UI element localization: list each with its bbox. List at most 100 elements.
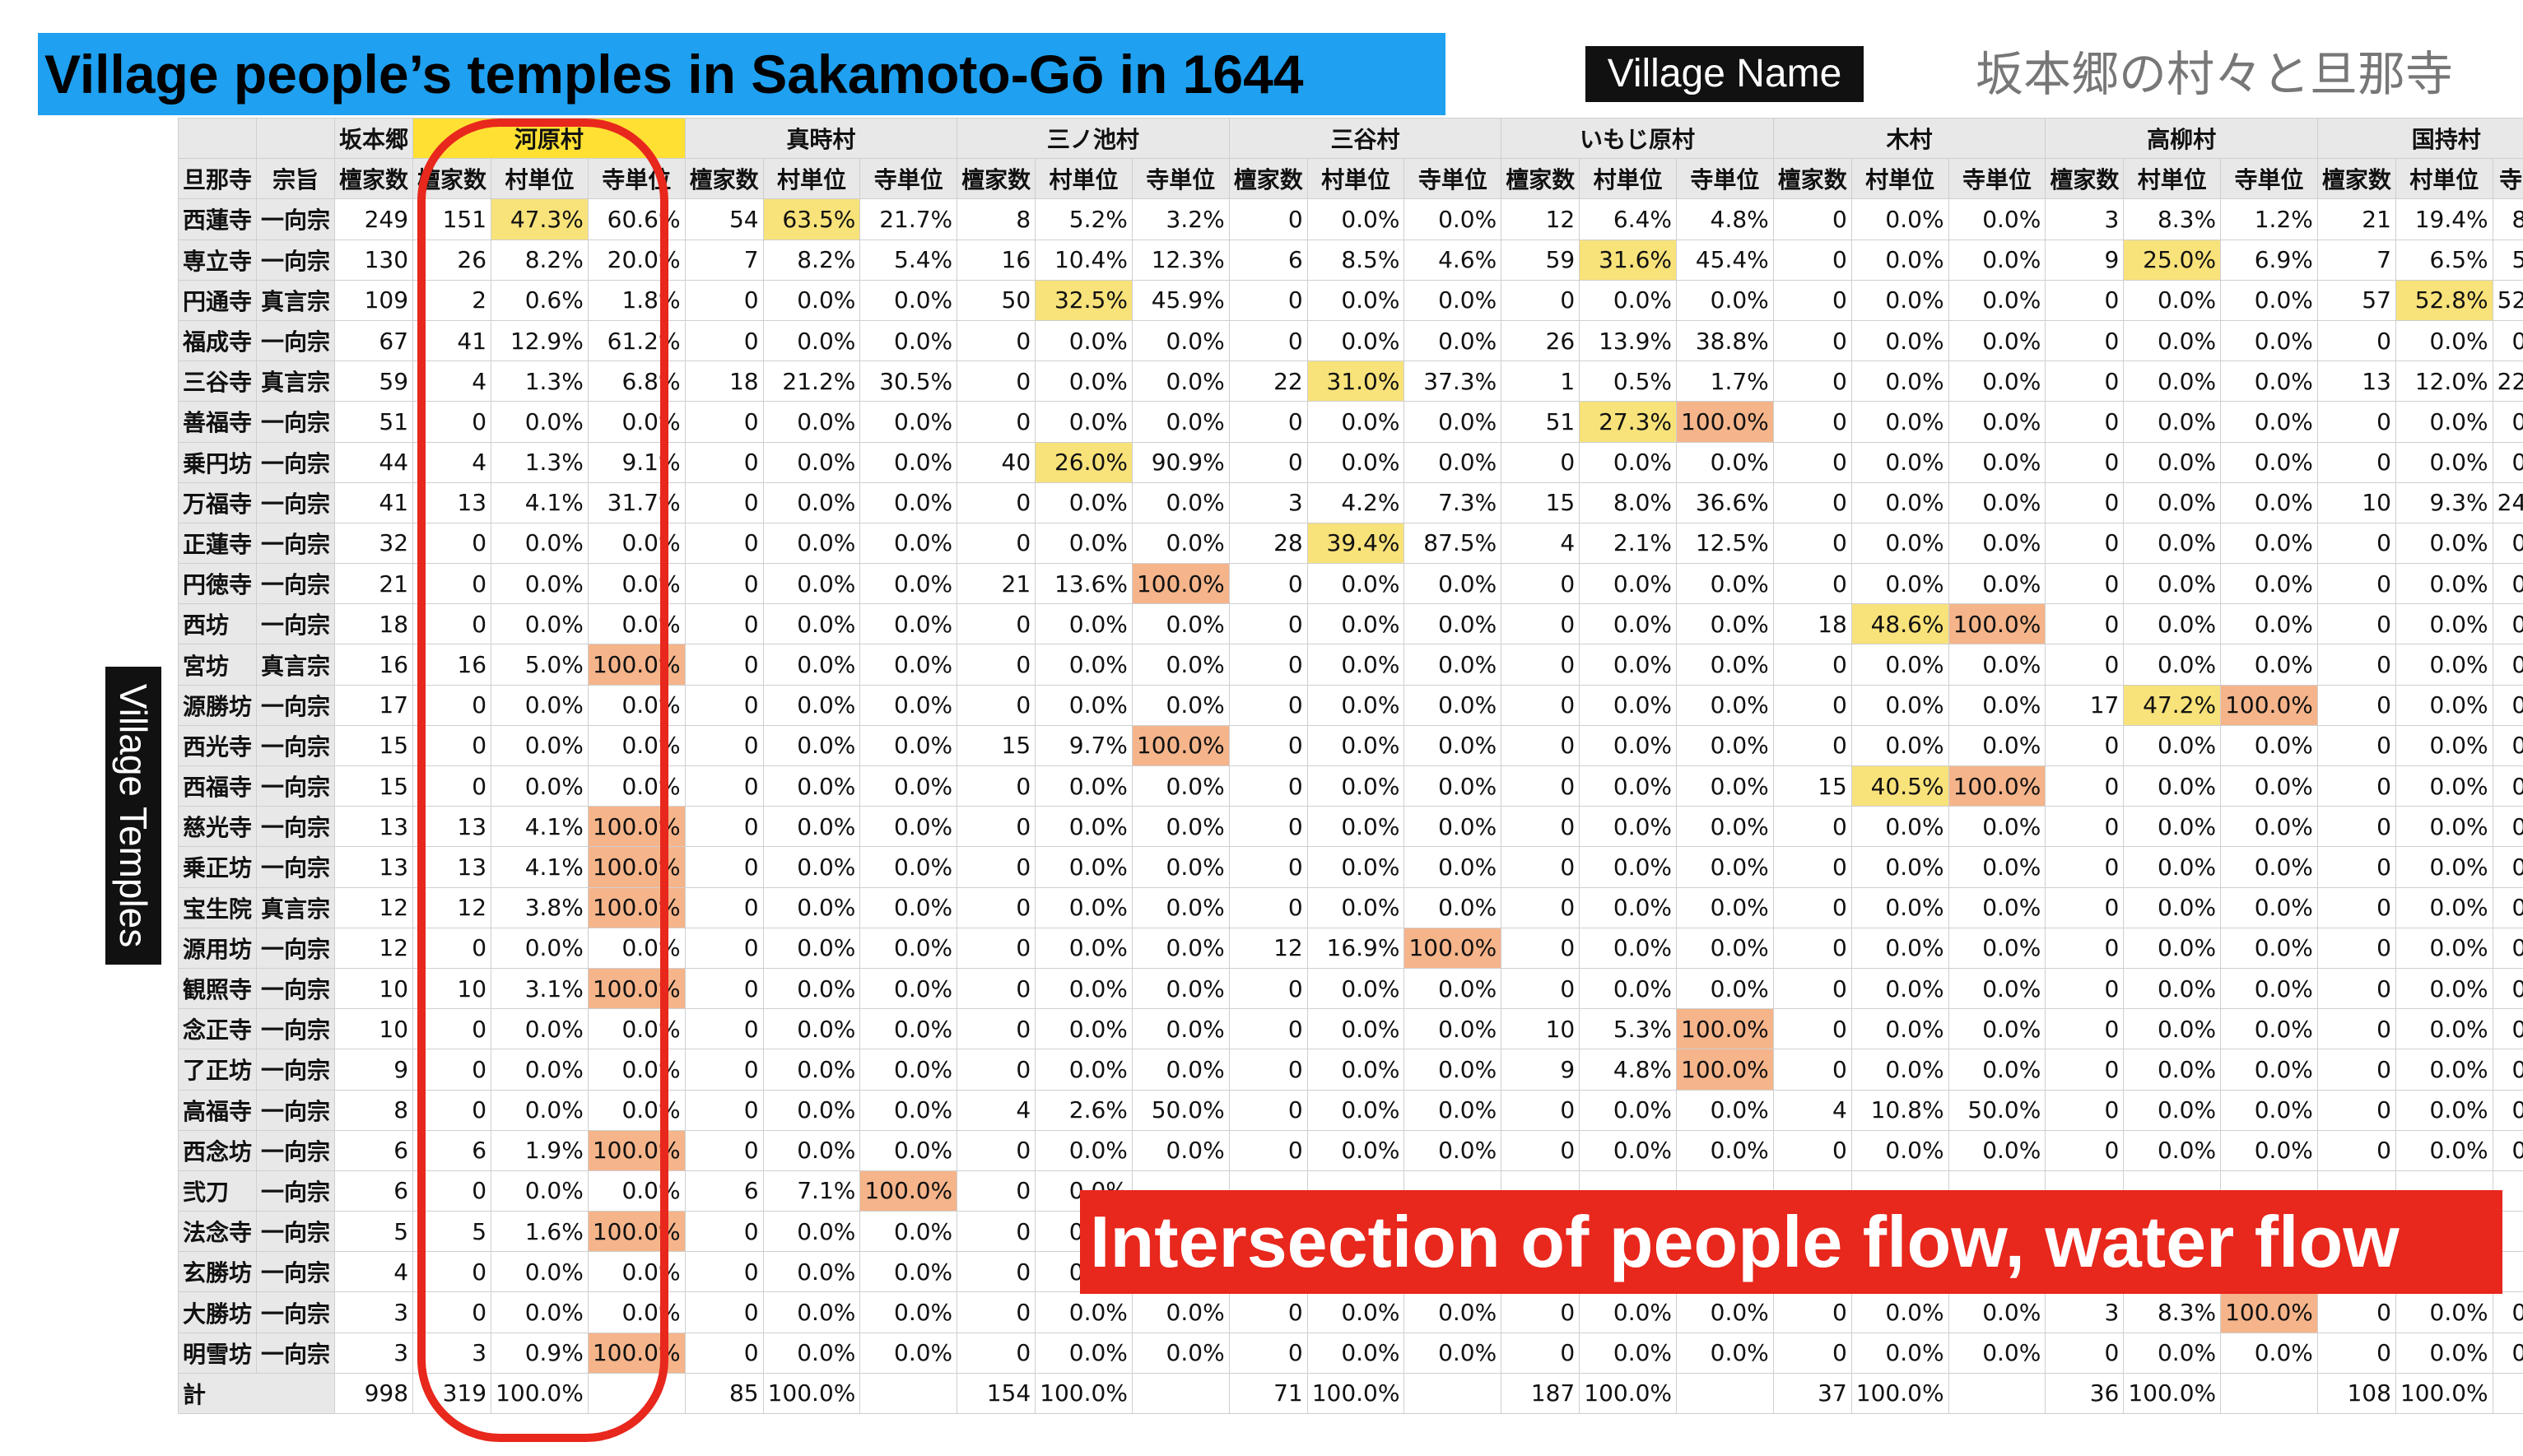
total-cell (2220, 1372, 2318, 1415)
table-cell: 0 (684, 603, 764, 645)
table-cell: 0.0% (1035, 684, 1133, 726)
table-cell: 0.0% (1035, 1008, 1133, 1050)
table-cell: 0.0% (762, 1251, 861, 1293)
table-row: 乗正坊 一向宗 13 13 4.1% 100.0% 0 0.0% 0.0% 0 0.0% 0.0% 0 0… (177, 846, 2523, 888)
table-cell: 0.0% (2492, 927, 2523, 969)
table-cell: 0 (412, 1089, 492, 1131)
table-row: 宮坊 真言宗 16 16 5.0% 100.0% 0 0.0% 0.0% 0 0.0% 0.0% 0 0.… (177, 644, 2523, 686)
temple-name: 専立寺 (177, 239, 258, 281)
table-cell: 0 (2045, 319, 2125, 362)
table-cell: 0 (1501, 765, 1580, 807)
table-cell: 0.0% (859, 1089, 958, 1131)
table-cell: 0.0% (1403, 319, 1502, 362)
table-cell: 0.0% (1676, 684, 1774, 726)
table-cell: 0.0% (2395, 684, 2493, 726)
table-cell: 0 (2045, 1332, 2125, 1374)
table-cell: 0 (684, 644, 764, 686)
temple-name: 宝生院 (177, 886, 258, 928)
table-cell: 100.0% (1948, 603, 2046, 645)
table-cell: 0.0% (2220, 563, 2318, 605)
grand-total: 998 (334, 1372, 414, 1415)
table-cell: 0 (1228, 401, 1308, 443)
table-cell: 19.4% (2395, 198, 2493, 240)
table-cell: 0.0% (1035, 522, 1133, 565)
table-row: 了正坊 一向宗 9 0 0.0% 0.0% 0 0.0% 0.0% 0 0.0% 0.0% 0 0.0% 0… (177, 1049, 2523, 1091)
table-cell: 0.0% (1676, 1291, 1774, 1333)
table-cell: 1.3% (491, 441, 589, 483)
sect-name: 一向宗 (256, 724, 336, 767)
table-cell: 0.0% (1403, 441, 1502, 483)
table-cell: 3.8% (491, 886, 589, 928)
table-cell: 0.0% (762, 1089, 861, 1131)
table-cell: 9.7% (1035, 724, 1133, 767)
temple-total: 44 (334, 441, 414, 483)
table-cell: 0 (1228, 1089, 1308, 1131)
table-cell: 0.0% (859, 1008, 958, 1050)
sect-name: 一向宗 (256, 522, 336, 565)
table-cell: 0 (2316, 1089, 2396, 1131)
table-cell: 0.0% (491, 1008, 589, 1050)
table-cell: 0.0% (491, 684, 589, 726)
table-cell: 0.0% (587, 1008, 686, 1050)
table-cell: 0 (2045, 806, 2125, 848)
table-cell: 0 (957, 1211, 1036, 1253)
column-header-sub: 檀家数 (2316, 158, 2396, 200)
table-cell: 100.0% (1131, 563, 1230, 605)
sect-name: 一向宗 (256, 765, 336, 807)
table-cell: 0.0% (1850, 1049, 1949, 1091)
table-cell: 0.0% (1131, 1129, 1230, 1171)
column-header-sub: 寺単位 (1131, 158, 1230, 200)
table-cell: 0 (684, 806, 764, 848)
table-cell: 0 (957, 1332, 1036, 1374)
temple-total: 15 (334, 724, 414, 767)
table-cell: 0.0% (2492, 1332, 2523, 1374)
table-cell: 0.0% (2123, 603, 2222, 645)
table-cell: 0.0% (1403, 765, 1502, 807)
table-cell: 0.0% (1403, 279, 1502, 321)
table-cell: 0 (957, 603, 1036, 645)
table-cell: 8.4% (2492, 198, 2523, 240)
column-header-temple: 旦那寺 (177, 158, 258, 200)
table-cell: 3.2% (1131, 198, 1230, 240)
table-cell: 0 (2316, 1008, 2396, 1050)
table-cell: 0.0% (1035, 806, 1133, 848)
table-cell: 0.0% (1579, 603, 1678, 645)
table-cell: 0 (2045, 927, 2125, 969)
table-cell: 0.0% (1850, 724, 1949, 767)
table-cell: 17 (2045, 684, 2125, 726)
table-cell: 0 (1772, 967, 1852, 1010)
table-cell: 0.0% (859, 684, 958, 726)
table-cell: 50 (957, 279, 1036, 321)
table-cell: 0 (412, 724, 492, 767)
table-cell: 0 (1501, 563, 1580, 605)
village-header: 木村 (1772, 117, 2046, 160)
table-cell: 0.0% (859, 522, 958, 565)
table-cell: 0.0% (2220, 846, 2318, 888)
table-cell: 0 (1501, 279, 1580, 321)
table-cell: 0.0% (1035, 1049, 1133, 1091)
table-cell: 0 (2316, 319, 2396, 362)
table-cell: 0.0% (1579, 644, 1678, 686)
table-cell: 100.0% (1676, 401, 1774, 443)
table-cell: 0.0% (2123, 401, 2222, 443)
total-cell: 36 (2045, 1372, 2125, 1415)
table-cell: 50.0% (1131, 1089, 1230, 1131)
table-cell: 0 (2045, 886, 2125, 928)
table-cell: 0 (1228, 1008, 1308, 1050)
table-cell: 0.0% (1035, 319, 1133, 362)
column-header-sub: 村単位 (491, 158, 589, 200)
table-cell: 0.0% (1035, 967, 1133, 1010)
table-cell: 0.0% (762, 644, 861, 686)
table-cell: 63.5% (762, 198, 861, 240)
sect-name: 一向宗 (256, 806, 336, 848)
table-cell: 21 (957, 563, 1036, 605)
table-cell: 100.0% (587, 846, 686, 888)
table-cell: 9 (2045, 239, 2125, 281)
table-cell: 0.0% (762, 563, 861, 605)
table-cell: 0.0% (1403, 886, 1502, 928)
table-cell: 0 (1228, 765, 1308, 807)
table-cell: 0.0% (1850, 1291, 1949, 1333)
table-cell: 0.0% (1403, 967, 1502, 1010)
table-cell: 0.0% (587, 563, 686, 605)
table-cell: 39.4% (1306, 522, 1405, 565)
